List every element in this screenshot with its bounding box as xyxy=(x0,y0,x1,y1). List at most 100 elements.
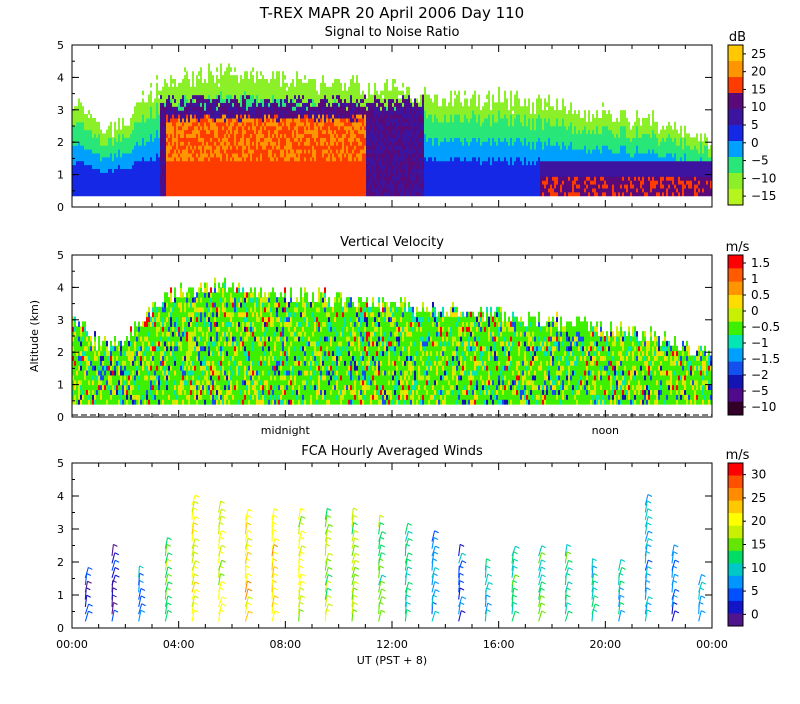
snr-cell xyxy=(116,145,118,150)
snr-cell xyxy=(138,125,140,131)
snr-cell xyxy=(300,129,302,135)
snr-cell xyxy=(182,117,184,123)
snr-cell xyxy=(178,156,180,162)
snr-cell xyxy=(222,141,224,146)
snr-cell xyxy=(226,172,228,177)
snr-cell xyxy=(386,137,388,142)
snr-cell xyxy=(252,133,254,138)
snr-cell xyxy=(178,183,180,189)
snr-cell xyxy=(388,94,390,100)
snr-cell xyxy=(132,164,134,170)
snr-cell xyxy=(76,145,78,150)
snr-cell xyxy=(196,168,198,173)
snr-cell xyxy=(224,141,226,146)
snr-cell xyxy=(144,129,146,135)
snr-cell xyxy=(432,117,434,123)
snr-cell xyxy=(314,121,316,127)
snr-cell xyxy=(374,191,376,197)
snr-cell xyxy=(298,160,300,166)
snr-cell xyxy=(134,152,136,158)
snr-cell xyxy=(260,137,262,142)
snr-cell xyxy=(290,110,292,115)
snr-cell xyxy=(86,191,88,197)
snr-cell xyxy=(98,191,100,197)
snr-cell xyxy=(166,191,168,197)
snr-cell xyxy=(384,160,386,166)
snr-cell xyxy=(338,191,340,197)
snr-cell xyxy=(356,98,358,103)
snr-cell xyxy=(242,168,244,173)
snr-cell xyxy=(178,121,180,127)
snr-cell xyxy=(432,164,434,170)
snr-cell xyxy=(114,156,116,162)
snr-cell xyxy=(376,164,378,170)
snr-cell xyxy=(174,114,176,119)
snr-cell xyxy=(280,98,282,103)
snr-cell xyxy=(278,191,280,197)
snr-cell xyxy=(400,187,402,193)
snr-cell xyxy=(290,160,292,166)
snr-cell xyxy=(232,137,234,142)
snr-cell xyxy=(246,137,248,142)
snr-cell xyxy=(380,160,382,166)
snr-cell xyxy=(310,102,312,107)
snr-cell xyxy=(350,82,352,88)
snr-cell xyxy=(88,191,90,197)
snr-cell xyxy=(184,152,186,158)
snr-cell xyxy=(338,168,340,173)
snr-cell xyxy=(144,176,146,181)
snr-cell xyxy=(392,191,394,197)
snr-cell xyxy=(214,114,216,119)
snr-cell xyxy=(274,137,276,142)
snr-cell xyxy=(406,114,408,119)
snr-cell xyxy=(328,121,330,127)
snr-cell xyxy=(276,168,278,173)
snr-cell xyxy=(192,133,194,138)
snr-cell xyxy=(124,172,126,177)
snr-cell xyxy=(378,137,380,142)
snr-cell xyxy=(396,183,398,189)
snr-cell xyxy=(320,156,322,162)
panel-subtitle: Signal to Noise Ratio xyxy=(325,25,460,40)
snr-cell xyxy=(174,117,176,123)
snr-cell xyxy=(420,98,422,103)
snr-cell xyxy=(352,110,354,115)
snr-cell xyxy=(422,98,424,103)
snr-cell xyxy=(328,90,330,96)
snr-cell xyxy=(186,172,188,177)
snr-cell xyxy=(424,141,426,146)
snr-cell xyxy=(176,137,178,142)
snr-cell xyxy=(410,164,412,170)
snr-cell xyxy=(256,168,258,173)
snr-cell xyxy=(76,152,78,158)
snr-cell xyxy=(120,191,122,197)
snr-cell xyxy=(126,187,128,193)
snr-cell xyxy=(328,152,330,158)
snr-cell xyxy=(174,121,176,127)
snr-cell xyxy=(196,75,198,80)
snr-cell xyxy=(342,94,344,100)
snr-cell xyxy=(182,160,184,166)
snr-cell xyxy=(390,106,392,111)
snr-cell xyxy=(344,106,346,111)
snr-cell xyxy=(328,172,330,177)
snr-cell xyxy=(114,149,116,154)
snr-cell xyxy=(350,133,352,138)
snr-cell xyxy=(186,191,188,197)
snr-cell xyxy=(232,125,234,131)
snr-cell xyxy=(296,160,298,166)
snr-cell xyxy=(232,168,234,173)
snr-cell xyxy=(230,164,232,170)
snr-cell xyxy=(246,82,248,88)
snr-cell xyxy=(320,94,322,100)
snr-cell xyxy=(386,187,388,193)
snr-cell xyxy=(272,152,274,158)
snr-cell xyxy=(146,176,148,181)
snr-cell xyxy=(430,133,432,138)
snr-cell xyxy=(292,121,294,127)
snr-cell xyxy=(204,156,206,162)
snr-cell xyxy=(408,183,410,189)
snr-cell xyxy=(126,125,128,131)
snr-cell xyxy=(428,160,430,166)
snr-cell xyxy=(280,172,282,177)
